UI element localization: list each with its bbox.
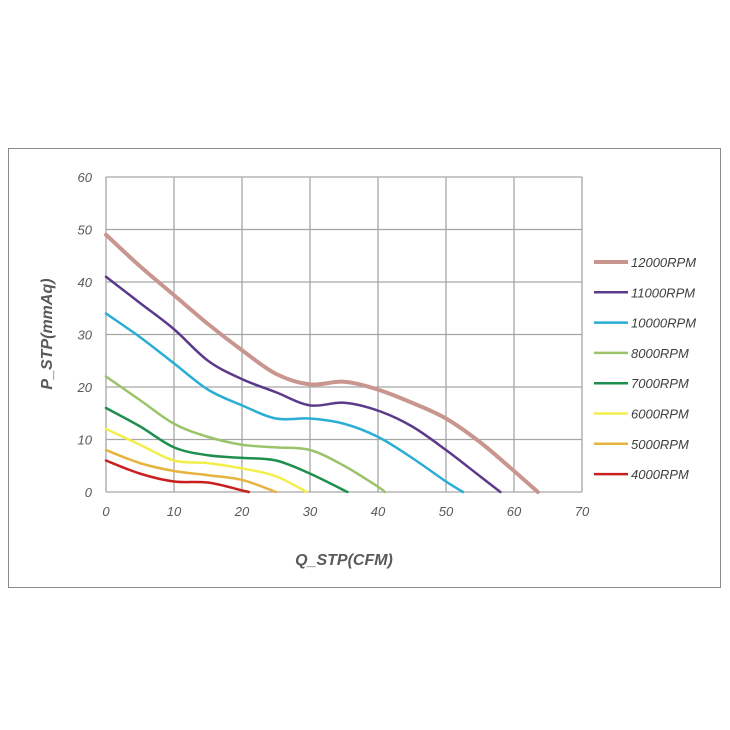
y-tick-label: 40 — [78, 275, 93, 290]
x-axis-title: Q_STP(CFM) — [295, 552, 393, 569]
series-line-6000rpm — [104, 427, 308, 494]
chart-frame — [8, 148, 721, 588]
series-line-10000rpm — [104, 312, 465, 494]
series-line-7000rpm — [104, 406, 349, 494]
legend-label: 11000RPM — [631, 285, 695, 300]
series-line-12000rpm — [104, 232, 540, 494]
legend-label: 10000RPM — [631, 316, 696, 331]
x-tick-label: 10 — [167, 504, 182, 519]
series-line-4000rpm — [104, 459, 251, 494]
series-line-11000rpm — [104, 275, 502, 494]
x-tick-label: 0 — [102, 504, 110, 519]
y-tick-label: 0 — [85, 485, 93, 500]
legend-label: 7000RPM — [631, 376, 689, 391]
x-tick-label: 20 — [234, 504, 250, 519]
x-tick-label: 50 — [439, 504, 454, 519]
series-line-5000rpm — [104, 448, 278, 494]
y-tick-label: 60 — [78, 170, 93, 185]
x-tick-label: 30 — [303, 504, 318, 519]
legend-label: 4000RPM — [631, 467, 689, 482]
y-tick-label: 10 — [78, 433, 93, 448]
legend-label: 8000RPM — [631, 346, 689, 361]
series-line-8000rpm — [104, 375, 387, 494]
y-tick-label: 50 — [78, 223, 93, 238]
y-tick-label: 20 — [77, 380, 93, 395]
x-tick-label: 60 — [507, 504, 522, 519]
legend-label: 6000RPM — [631, 407, 689, 422]
y-axis-title: P_STP(mmAq) — [39, 278, 56, 389]
legend-label: 5000RPM — [631, 437, 689, 452]
x-tick-label: 40 — [371, 504, 386, 519]
y-tick-label: 30 — [78, 328, 93, 343]
x-tick-label: 70 — [575, 504, 590, 519]
legend-label: 12000RPM — [631, 255, 696, 270]
